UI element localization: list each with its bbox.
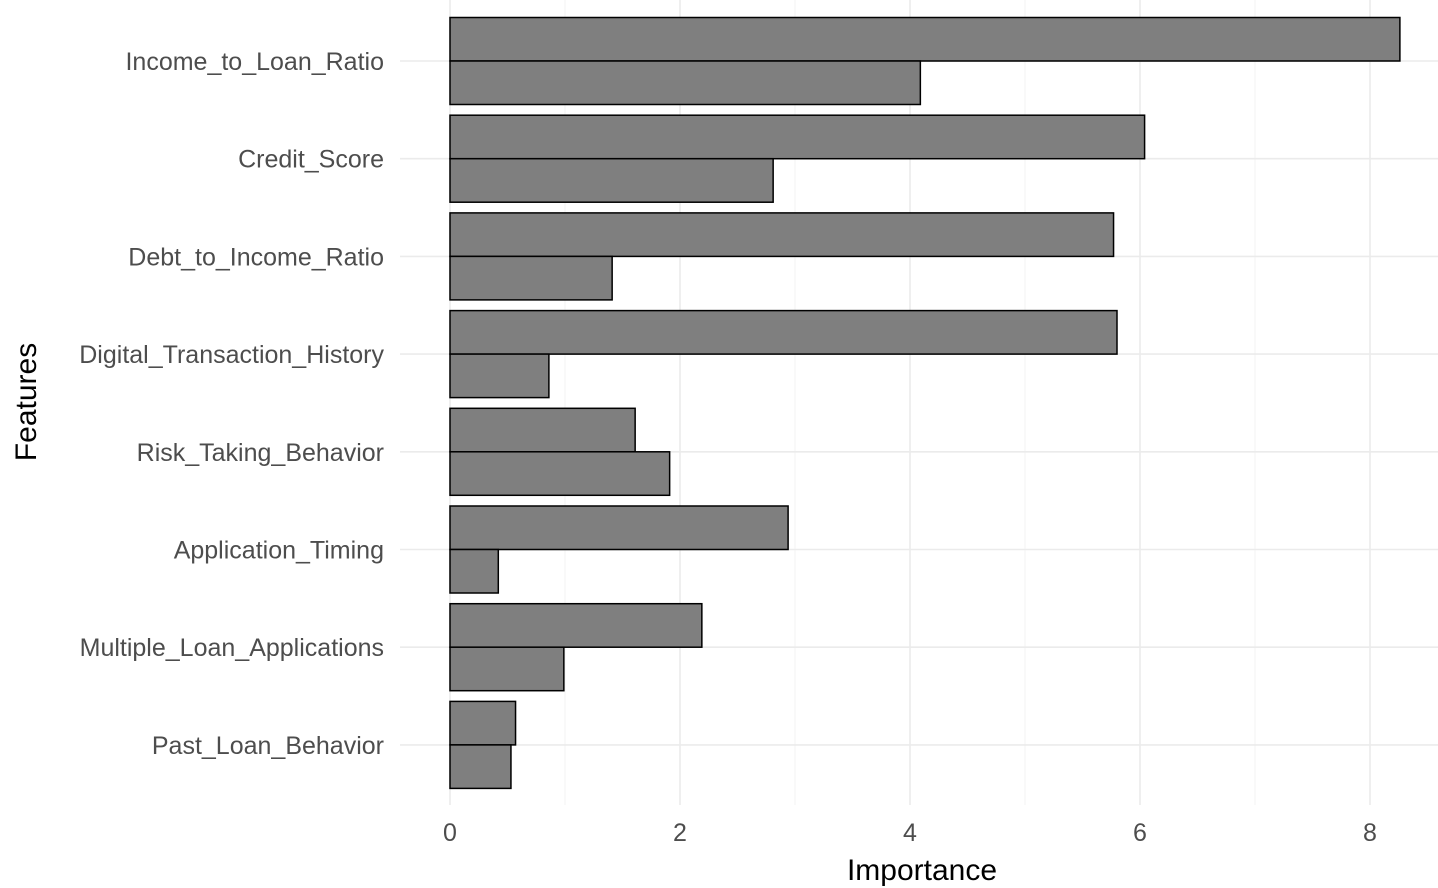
bars bbox=[449, 16, 1401, 790]
bar bbox=[449, 60, 922, 106]
x-tick-label: 4 bbox=[903, 819, 917, 847]
x-axis-title: Importance bbox=[847, 854, 997, 887]
bar bbox=[449, 602, 703, 648]
x-tick-label: 0 bbox=[443, 819, 457, 847]
y-tick-label: Debt_to_Income_Ratio bbox=[128, 243, 384, 271]
y-axis-title: Features bbox=[10, 343, 43, 461]
bar bbox=[449, 646, 565, 692]
bar bbox=[449, 309, 1118, 355]
bar bbox=[449, 505, 789, 551]
y-tick-label: Digital_Transaction_History bbox=[79, 341, 384, 369]
y-tick-label: Application_Timing bbox=[174, 537, 384, 565]
y-tick-label: Credit_Score bbox=[238, 146, 384, 174]
bar bbox=[449, 255, 613, 301]
x-tick-label: 6 bbox=[1133, 819, 1147, 847]
y-tick-label: Past_Loan_Behavior bbox=[152, 732, 384, 760]
bar bbox=[449, 548, 500, 594]
y-tick-label: Risk_Taking_Behavior bbox=[137, 439, 384, 467]
x-tick-labels: 0 2 4 6 8 bbox=[443, 819, 1377, 847]
bar bbox=[449, 16, 1401, 62]
x-tick-label: 8 bbox=[1363, 819, 1377, 847]
bar bbox=[449, 451, 671, 497]
bar bbox=[449, 407, 636, 453]
x-tick-label: 2 bbox=[673, 819, 687, 847]
y-tick-label: Income_to_Loan_Ratio bbox=[125, 48, 384, 76]
bar bbox=[449, 157, 774, 203]
bar bbox=[449, 744, 512, 790]
bar bbox=[449, 353, 550, 399]
y-tick-label: Multiple_Loan_Applications bbox=[80, 634, 384, 662]
bar bbox=[449, 114, 1146, 160]
bar bbox=[449, 212, 1115, 258]
y-tick-labels: Income_to_Loan_Ratio Credit_Score Debt_to_… bbox=[79, 48, 384, 760]
bar bbox=[449, 700, 517, 746]
